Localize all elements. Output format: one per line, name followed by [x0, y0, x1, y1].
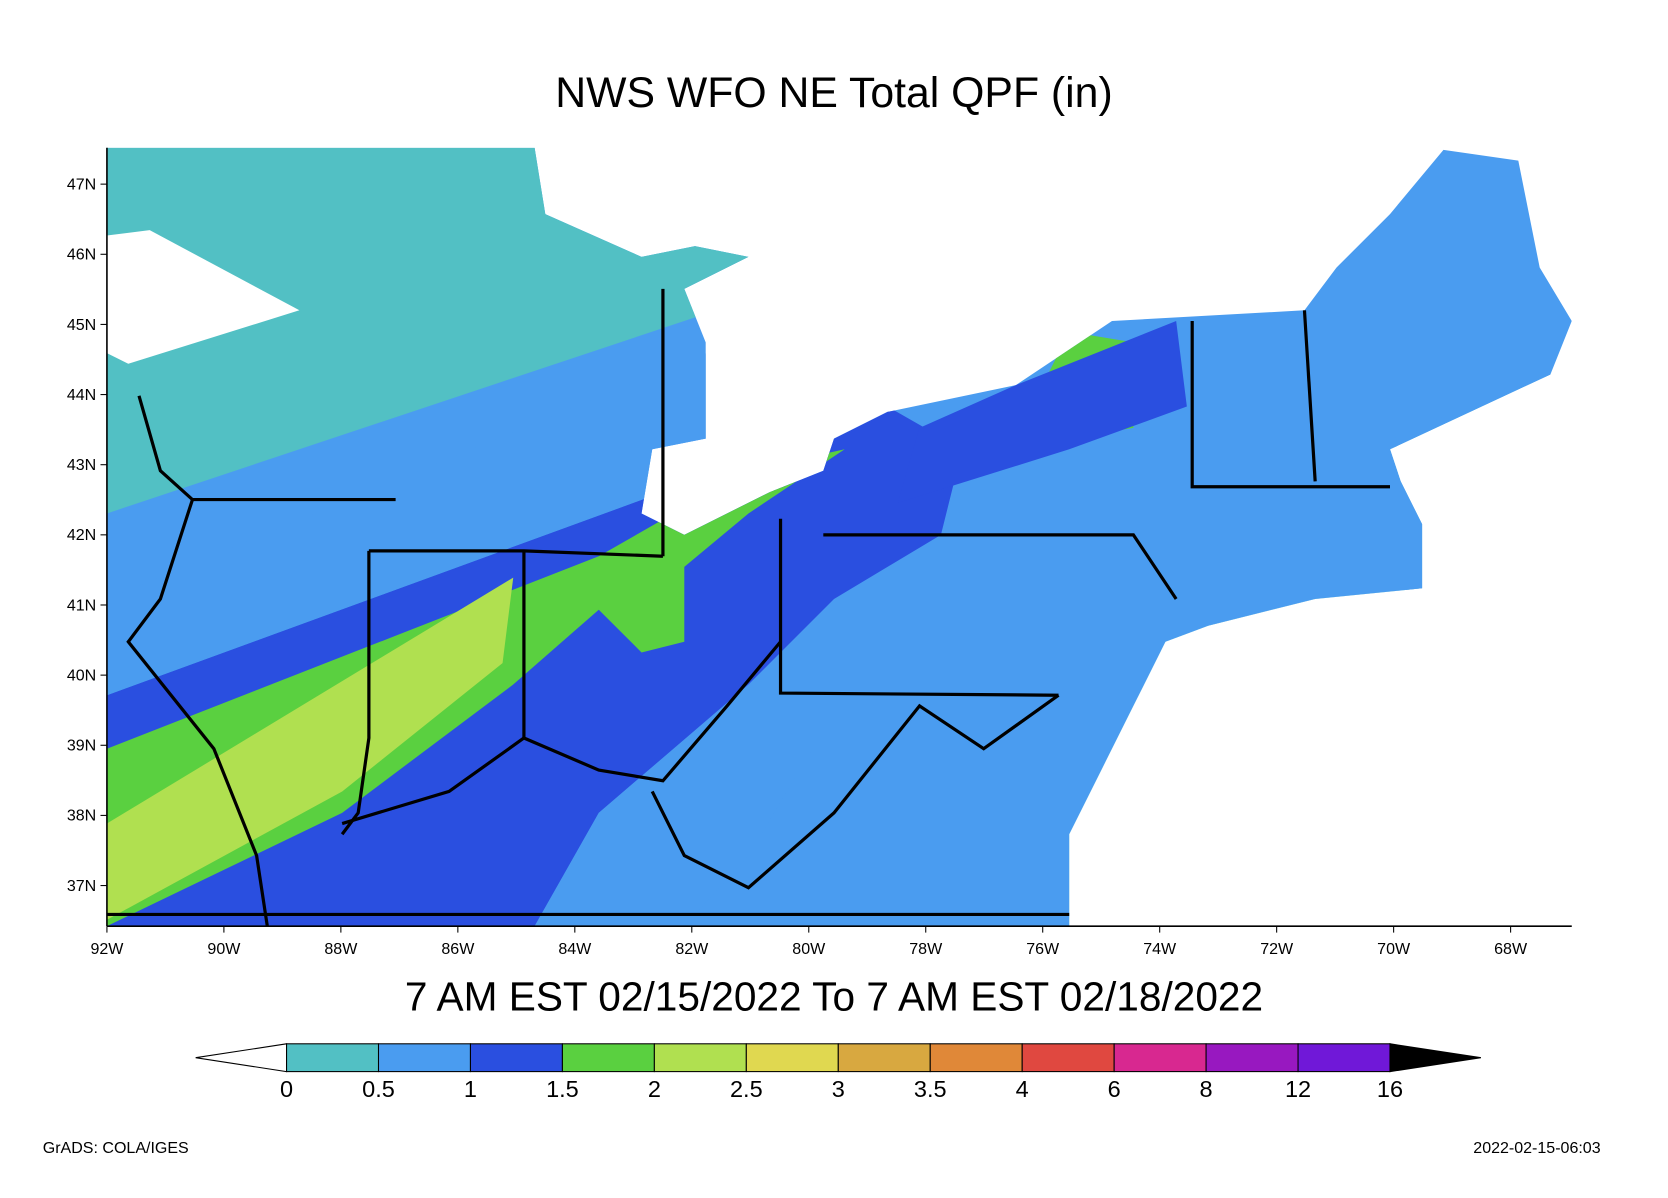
- lon-label: 88W: [324, 940, 358, 958]
- border: [340, 550, 371, 836]
- colorbar-box: [745, 1043, 839, 1073]
- lon-label: 92W: [90, 940, 124, 958]
- colorbar-label: 4: [1016, 1076, 1029, 1102]
- colorbar-label: 8: [1200, 1076, 1213, 1102]
- colorbar-box: [1113, 1043, 1207, 1073]
- colorbar-label: 3.5: [914, 1076, 947, 1102]
- lon-label: 82W: [675, 940, 709, 958]
- lat-label: 46N: [67, 246, 96, 264]
- colorbar-label: 1.5: [546, 1076, 579, 1102]
- lat-label: 44N: [67, 386, 96, 404]
- subtitle: 7 AM EST 02/15/2022 To 7 AM EST 02/18/20…: [405, 974, 1263, 1020]
- lon-label: 84W: [558, 940, 592, 958]
- colorbar: 0 0.5 1 1.5 2 2.5 3 3.5 4 6 8 12 16: [195, 1043, 1481, 1102]
- colorbar-label: 2: [648, 1076, 661, 1102]
- border: [341, 640, 782, 826]
- footer-left: GrADS: COLA/IGES: [43, 1139, 189, 1157]
- colorbar-box: [377, 1043, 471, 1073]
- lon-label: 74W: [1143, 940, 1177, 958]
- lon-label: 72W: [1260, 940, 1294, 958]
- colorbar-label: 0: [280, 1076, 293, 1102]
- colorbar-box: [469, 1043, 563, 1073]
- lat-label: 38N: [67, 807, 96, 825]
- border: [1190, 321, 1390, 489]
- lat-label: 40N: [67, 666, 96, 684]
- colorbar-high-arrow: [1389, 1043, 1481, 1073]
- colorbar-label: 12: [1285, 1076, 1311, 1102]
- title: NWS WFO NE Total QPF (in): [555, 69, 1112, 117]
- lon-label: 80W: [792, 940, 826, 958]
- footer-right: 2022-02-15-06:03: [1473, 1139, 1600, 1157]
- border: [650, 693, 1060, 890]
- lon-label: 68W: [1494, 940, 1528, 958]
- colorbar-box: [1297, 1043, 1391, 1073]
- colorbar-label: 1: [464, 1076, 477, 1102]
- colorbar-box: [1021, 1043, 1115, 1073]
- field-none: [106, 230, 300, 364]
- colorbar-box: [837, 1043, 931, 1073]
- colorbar-box: [561, 1043, 655, 1073]
- lon-label: 78W: [909, 940, 943, 958]
- lat-label: 43N: [67, 456, 96, 474]
- colorbar-label: 3: [832, 1076, 845, 1102]
- lat-label: 41N: [67, 596, 96, 614]
- colorbar-label: 0.5: [362, 1076, 395, 1102]
- lat-label: 37N: [67, 877, 96, 895]
- colorbar-label: 16: [1377, 1076, 1403, 1102]
- field-blue-ny: [898, 321, 1187, 503]
- colorbar-box: [1205, 1043, 1299, 1073]
- colorbar-label: 6: [1108, 1076, 1121, 1102]
- lat-label: 45N: [67, 316, 96, 334]
- lat-label: 39N: [67, 737, 96, 755]
- border: [1302, 310, 1317, 482]
- border: [823, 533, 1178, 600]
- axes: 92W 90W 88W 86W 84W 82W 80W 78W 76W 74W 72W 70W 68W 4…: [67, 175, 1528, 957]
- colorbar-label: 2.5: [730, 1076, 763, 1102]
- border: [126, 395, 269, 927]
- border: [368, 549, 663, 558]
- field-light-blue-band: [106, 353, 728, 696]
- field-yellow-green: [106, 577, 514, 920]
- lon-label: 70W: [1377, 940, 1411, 958]
- state-borders: [106, 288, 1390, 927]
- colorbar-box: [929, 1043, 1023, 1073]
- border: [778, 518, 1059, 697]
- lon-label: 86W: [441, 940, 475, 958]
- lat-label: 47N: [67, 175, 96, 193]
- lon-label: 76W: [1026, 940, 1060, 958]
- lat-label: 42N: [67, 526, 96, 544]
- lon-label: 90W: [207, 940, 241, 958]
- field-light-blue-south: [534, 641, 834, 927]
- plot-frame: [106, 147, 1572, 927]
- colorbar-box: [286, 1043, 380, 1073]
- colorbar-box: [653, 1043, 747, 1073]
